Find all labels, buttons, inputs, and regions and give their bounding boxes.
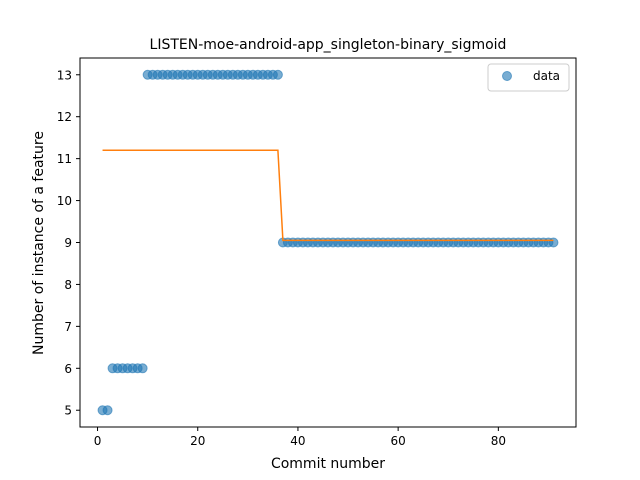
plot-layer [97,69,559,416]
fit-line [102,149,554,242]
y-tick-label: 8 [64,278,72,292]
y-tick-label: 10 [57,194,72,208]
axes-layer: 0 20 40 60 80 5 6 7 8 9 10 11 12 13 [57,57,577,448]
x-tick-label: 0 [94,434,102,448]
y-tick-label: 6 [64,362,72,376]
data-point [548,237,559,248]
y-axis-label: Number of instance of a feature [31,131,47,355]
chart-title: LISTEN-moe-android-app_singleton-binary_… [150,37,507,53]
data-point [137,363,148,374]
legend-label-data: data [533,69,560,83]
x-tick-label: 80 [491,434,506,448]
x-axis-label: Commit number [271,456,385,472]
y-tick-label: 12 [57,110,72,124]
y-tick-label: 5 [64,404,72,418]
x-tick-label: 40 [290,434,305,448]
y-tick-label: 9 [64,236,72,250]
legend-box [487,63,570,92]
x-tick-label: 20 [190,434,205,448]
data-point [272,69,283,80]
legend: data [487,63,570,92]
legend-marker-data [502,71,512,81]
y-tick-label: 13 [57,68,72,82]
y-tick-label: 7 [64,320,72,334]
data-point [102,405,113,416]
x-tick-label: 60 [391,434,406,448]
y-tick-label: 11 [57,152,72,166]
